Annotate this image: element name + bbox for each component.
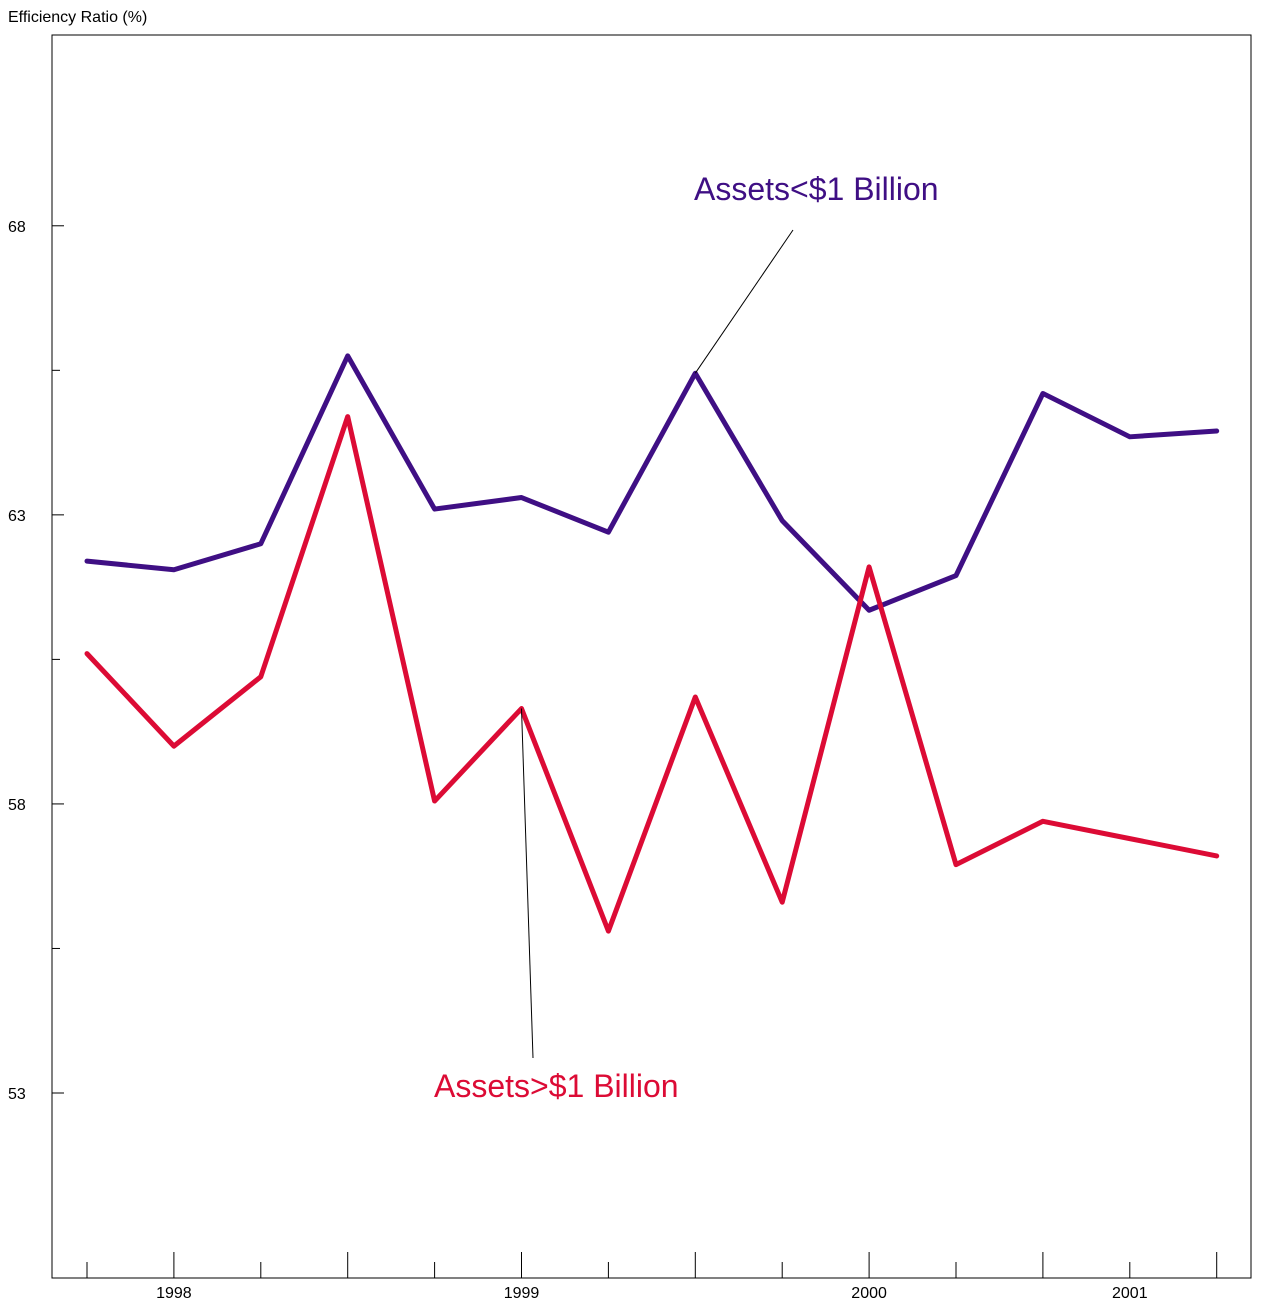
y-axis-label: Efficiency Ratio (%) xyxy=(8,9,147,26)
plot-frame xyxy=(51,34,1252,1279)
y-tick-label: 63 xyxy=(8,508,26,525)
x-axis: 1998 1999 2000 2001 xyxy=(86,1252,1218,1302)
leader-line xyxy=(521,708,534,1059)
series-line-small-banks xyxy=(84,353,1220,613)
y-tick-label: 58 xyxy=(8,797,26,814)
x-tick-label: 2001 xyxy=(1112,1285,1148,1302)
leader-line xyxy=(694,229,794,374)
series-label: Assets<$1 Billion xyxy=(694,171,939,207)
y-tick-label: 68 xyxy=(8,219,26,236)
x-tick-label: 2000 xyxy=(851,1285,887,1302)
x-tick-label: 1998 xyxy=(156,1285,192,1302)
y-tick-label: 53 xyxy=(8,1086,26,1103)
y-axis: 53 58 63 68 xyxy=(8,219,64,1103)
series-line-large-banks xyxy=(84,414,1220,934)
series-annotations: Assets<$1 Billion Assets>$1 Billion xyxy=(434,171,939,1104)
series-label: Assets>$1 Billion xyxy=(434,1068,679,1104)
series-layer xyxy=(84,353,1220,934)
x-tick-label: 1999 xyxy=(504,1285,540,1302)
